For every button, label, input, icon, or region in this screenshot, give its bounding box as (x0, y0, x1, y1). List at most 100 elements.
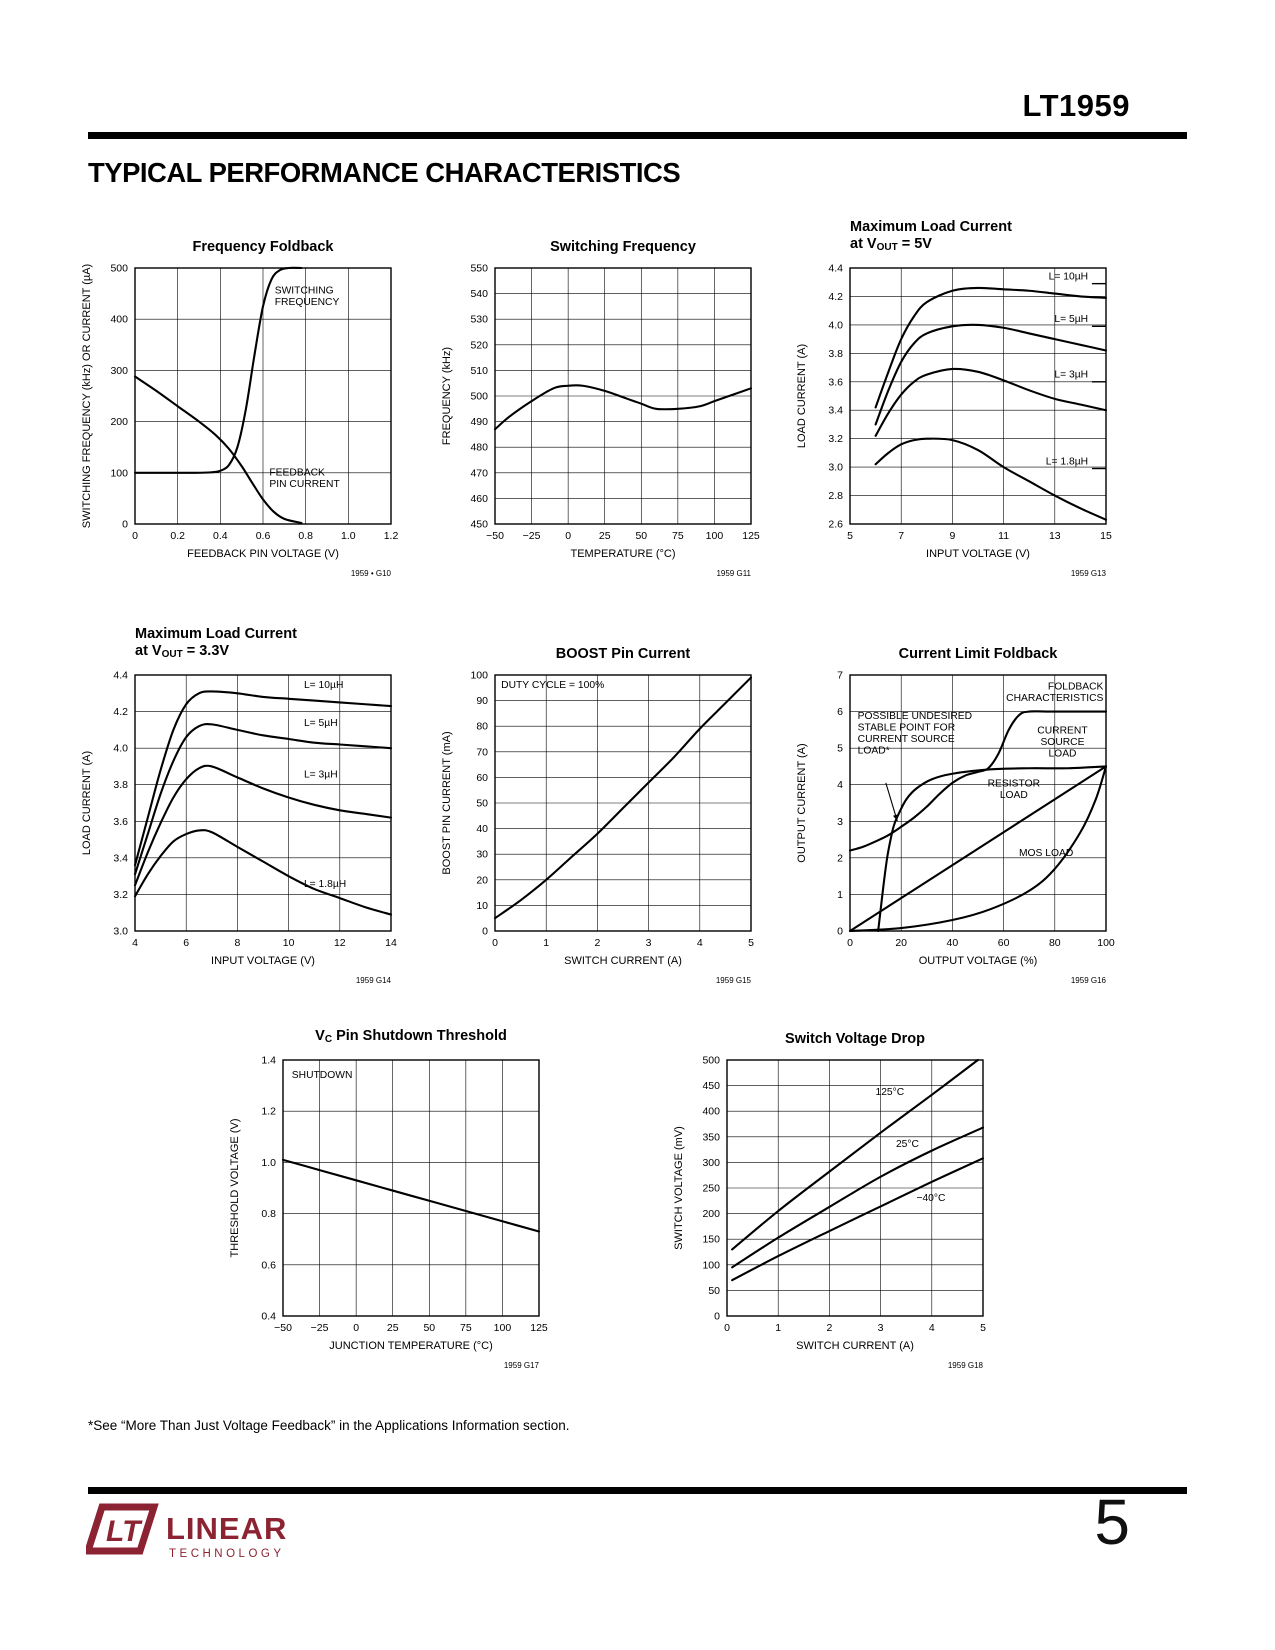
x-tick-label: 10 (283, 937, 295, 949)
y-tick-label: 40 (476, 823, 488, 835)
x-tick-label: 5 (748, 937, 754, 949)
x-tick-label: 1 (775, 1322, 781, 1334)
plot-border (494, 267, 752, 525)
x-tick-label: 15 (1100, 530, 1112, 542)
y-tick-label: 1.4 (261, 1055, 276, 1067)
x-tick-label: 125 (530, 1322, 548, 1334)
tick-labels: 0 100 200 300 400 500 0 0.2 0.4 0.6 0.8 1.0 1.2 (110, 263, 398, 543)
plot-border (849, 674, 1107, 932)
x-tick-label: 25 (387, 1322, 399, 1334)
tick-labels: 0 1 2 3 4 5 6 7 0 20 40 60 80 100 (837, 670, 1115, 950)
y-tick-label: 250 (702, 1183, 720, 1195)
x-tick-label: 1.2 (384, 530, 399, 542)
y-tick-label: 80 (476, 721, 488, 733)
y-tick-label: 400 (110, 314, 128, 326)
tick-labels: 3.0 3.2 3.4 3.6 3.8 4.0 4.2 4.4 4 6 8 10 12 14 (113, 670, 397, 950)
y-tick-label: 500 (110, 263, 128, 275)
y-tick-label: 500 (470, 391, 488, 403)
chart-current-limit-foldback: Current Limit Foldback 0 1 2 3 4 5 6 7 0 20 40 60 80 1… (788, 619, 1118, 994)
x-tick-label: 20 (895, 937, 907, 949)
page-number: 5 (1094, 1486, 1130, 1558)
y-tick-label: 3.2 (113, 889, 128, 901)
annotation-text: LOAD (1000, 790, 1028, 801)
y-tick-label: 450 (702, 1080, 720, 1092)
x-tick-label: 0 (353, 1322, 359, 1334)
chart-boost-pin-current: BOOST Pin Current 0 10 20 30 40 50 60 70 80 90 100 0… (433, 619, 763, 994)
annotation-text: POSSIBLE UNDESIRED (858, 711, 972, 722)
chart-plot: 3.0 3.2 3.4 3.6 3.8 4.0 4.2 4.4 4 6 8 10 12 14 INPUT V… (81, 670, 397, 986)
y-axis-label: SWITCH VOLTAGE (mV) (673, 1126, 685, 1250)
series-frequency (493, 384, 753, 431)
y-tick-label: 4 (837, 779, 843, 791)
chart-switching-frequency: Switching Frequency 450 460 470 480 490 500 510… (433, 212, 763, 587)
x-tick-label: 80 (1049, 937, 1061, 949)
x-tick-label: 0.6 (256, 530, 271, 542)
x-tick-label: 50 (423, 1322, 435, 1334)
chart-title: Maximum Load Current at VOUT = 3.3V (135, 626, 297, 660)
y-tick-label: 3.6 (113, 816, 128, 828)
annotation-text: STABLE POINT FOR (858, 722, 955, 733)
annotation-text: L= 5µH (1054, 314, 1088, 325)
x-tick-label: 9 (949, 530, 955, 542)
y-tick-label: 3.0 (828, 462, 843, 474)
y-tick-label: 2.6 (828, 519, 843, 531)
curves (281, 1158, 541, 1233)
x-tick-label: −25 (523, 530, 541, 542)
y-tick-label: 20 (476, 874, 488, 886)
y-tick-label: 200 (110, 416, 128, 428)
x-tick-label: 4 (697, 937, 703, 949)
curves (133, 690, 393, 916)
x-tick-label: 8 (234, 937, 240, 949)
x-tick-label: 100 (494, 1322, 512, 1334)
y-tick-label: 510 (470, 365, 488, 377)
part-number: LT1959 (1022, 88, 1130, 123)
y-tick-label: 50 (708, 1285, 720, 1297)
footnote: *See “More Than Just Voltage Feedback” i… (88, 1418, 570, 1433)
y-axis-label: SWITCHING FREQUENCY (kHz) OR CURRENT (µA… (81, 264, 93, 528)
chart-max-load-current-3v3: Maximum Load Current at VOUT = 3.3V 3.0 3.2… (73, 619, 403, 994)
x-tick-label: 0 (132, 530, 138, 542)
x-tick-label: −25 (311, 1322, 329, 1334)
figure-ref: 1959 • G10 (351, 569, 392, 578)
y-tick-label: 470 (470, 467, 488, 479)
x-tick-label: 12 (334, 937, 346, 949)
annotation-text: RESISTOR (988, 779, 1040, 790)
series-minus40C (731, 1157, 985, 1282)
y-tick-label: 300 (702, 1157, 720, 1169)
x-tick-label: 60 (998, 937, 1010, 949)
y-tick-label: 3.2 (828, 433, 843, 445)
annotation: MOS LOAD (1019, 848, 1073, 859)
plot-border (134, 267, 392, 525)
y-tick-label: 100 (470, 670, 488, 682)
y-tick-label: 3.8 (828, 348, 843, 360)
annotation: L= 10µH (1049, 271, 1106, 285)
x-tick-label: 0.2 (170, 530, 185, 542)
y-axis-label: THRESHOLD VOLTAGE (V) (229, 1119, 241, 1258)
chart-title: Current Limit Foldback (898, 646, 1058, 662)
y-tick-label: 60 (476, 772, 488, 784)
x-tick-label: 40 (947, 937, 959, 949)
y-tick-label: 50 (476, 798, 488, 810)
figure-ref: 1959 G14 (356, 976, 392, 985)
x-tick-label: 1.0 (341, 530, 356, 542)
x-tick-label: 3 (878, 1322, 884, 1334)
x-axis-label: TEMPERATURE (°C) (570, 548, 675, 560)
y-tick-label: 2.8 (828, 490, 843, 502)
series-switching-frequency (133, 266, 303, 474)
x-tick-label: 3 (646, 937, 652, 949)
x-tick-label: 13 (1049, 530, 1061, 542)
y-tick-label: 400 (702, 1106, 720, 1118)
linear-technology-logo: LT LINEAR TECHNOLOGY (83, 1500, 322, 1571)
chart-title: VC Pin Shutdown Threshold (315, 1028, 507, 1045)
y-tick-label: 200 (702, 1208, 720, 1220)
x-axis-label: INPUT VOLTAGE (V) (926, 548, 1030, 560)
plot-border (849, 267, 1107, 525)
chart-title: Switching Frequency (550, 239, 696, 255)
y-tick-label: 3 (837, 816, 843, 828)
annotation-text: CURRENT SOURCE (858, 734, 955, 745)
figure-ref: 1959 G18 (948, 1361, 984, 1370)
x-tick-label: 125 (742, 530, 760, 542)
